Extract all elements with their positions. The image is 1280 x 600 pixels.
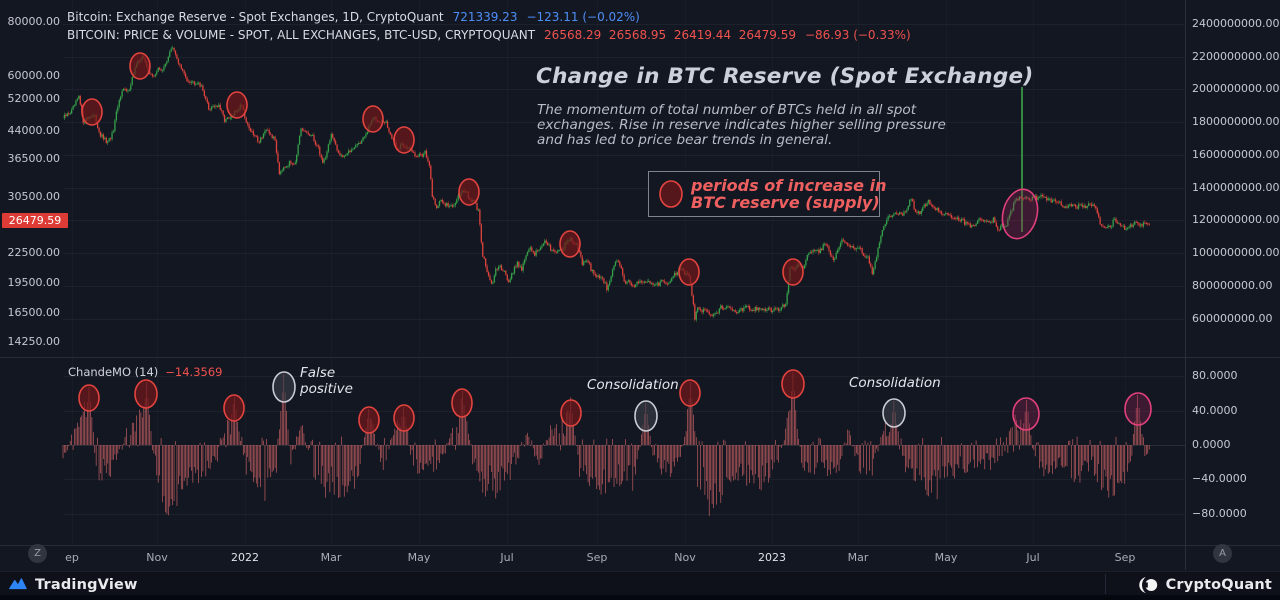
symbol-change: −86.93 (−0.33%): [804, 28, 911, 42]
price-tick-label: 16500.00: [7, 306, 61, 319]
tradingview-logo[interactable]: TradingView: [7, 575, 138, 595]
volume-tick-label: 1200000000.00: [1192, 213, 1280, 226]
chart-annotation-subtitle: The momentum of total number of BTCs hel…: [537, 102, 946, 148]
last-price-badge: 26479.59: [2, 213, 68, 228]
pane-separator[interactable]: [0, 357, 1280, 358]
time-label: Nov: [146, 551, 168, 564]
footer-bottom-strip: [0, 595, 1280, 600]
volume-tick-label: 600000000.00: [1192, 312, 1273, 325]
cryptoquant-label: CryptoQuant: [1165, 577, 1272, 593]
chart-text-note: False positive: [300, 365, 353, 397]
time-label: Jul: [500, 551, 514, 564]
symbol-change: −123.11 (−0.02%): [526, 10, 640, 24]
time-label: Sep: [1114, 551, 1136, 564]
red-ellipse-icon: [659, 180, 683, 208]
right-axis-separator: [1185, 0, 1186, 570]
indicator-label[interactable]: ChandeMO (14) −14.3569: [68, 365, 222, 379]
chart-annotation-title: Change in BTC Reserve (Spot Exchange): [536, 64, 1034, 89]
price-tick-label: 14250.00: [7, 335, 61, 348]
time-label: May: [407, 551, 431, 564]
price-tick-label: 80000.00: [7, 15, 61, 28]
oscillator-tick-label: −40.0000: [1192, 472, 1247, 485]
cryptoquant-icon: [1138, 577, 1157, 593]
volume-tick-label: 1600000000.00: [1192, 148, 1280, 161]
volume-tick-label: 1800000000.00: [1192, 115, 1280, 128]
time-label: 2023: [758, 551, 786, 564]
time-axis[interactable]: ep Nov 2022 Mar May Jul Sep Nov 2023 Mar May Jul Sep: [0, 546, 1280, 571]
symbol-value: 721339.23: [452, 10, 518, 24]
time-label: May: [934, 551, 958, 564]
tradingview-label: TradingView: [35, 577, 138, 593]
footer-divider: [1105, 574, 1106, 594]
volume-tick-label: 800000000.00: [1192, 279, 1273, 292]
volume-tick-label: 1400000000.00: [1192, 181, 1280, 194]
price-tick-label: 22500.00: [7, 246, 61, 259]
time-label: 2022: [231, 551, 259, 564]
time-label: ep: [65, 551, 79, 564]
chart-canvas[interactable]: [0, 0, 1280, 545]
oscillator-tick-label: 0.0000: [1192, 438, 1231, 451]
oscillator-tick-label: −80.0000: [1192, 507, 1247, 520]
time-label: Nov: [674, 551, 696, 564]
price-tick-label: 52000.00: [7, 92, 61, 105]
symbol-row-price-volume[interactable]: BITCOIN: PRICE & VOLUME - SPOT, ALL EXCH…: [67, 26, 911, 44]
volume-tick-label: 2400000000.00: [1192, 17, 1280, 30]
price-tick-label: 44000.00: [7, 124, 61, 137]
cryptoquant-logo[interactable]: CryptoQuant: [1137, 575, 1272, 595]
indicator-name: ChandeMO (14): [68, 365, 159, 379]
time-label: Mar: [320, 551, 342, 564]
volume-tick-label: 1000000000.00: [1192, 246, 1280, 259]
tradingview-icon: [9, 578, 27, 590]
time-axis-separator: [0, 545, 1280, 546]
chart-text-note: Consolidation: [587, 377, 679, 393]
indicator-value: −14.3569: [165, 365, 223, 379]
symbol-title: Bitcoin: Exchange Reserve - Spot Exchang…: [67, 10, 444, 24]
symbol-ohlc: 26568.29 26568.95 26419.44 26479.59: [544, 28, 796, 42]
symbol-row-reserve[interactable]: Bitcoin: Exchange Reserve - Spot Exchang…: [67, 8, 640, 26]
symbol-title: BITCOIN: PRICE & VOLUME - SPOT, ALL EXCH…: [67, 28, 536, 42]
timezone-button[interactable]: Z: [28, 544, 47, 563]
reserve-increase-legend[interactable]: periods of increase in BTC reserve (supp…: [648, 171, 886, 217]
volume-tick-label: 2000000000.00: [1192, 82, 1280, 95]
time-label: Sep: [586, 551, 608, 564]
price-tick-label: 19500.00: [7, 276, 61, 289]
auto-scale-button[interactable]: A: [1213, 544, 1232, 563]
time-label: Mar: [847, 551, 869, 564]
oscillator-tick-label: 80.0000: [1192, 369, 1238, 382]
time-label: Jul: [1026, 551, 1040, 564]
volume-tick-label: 2200000000.00: [1192, 50, 1280, 63]
price-tick-label: 36500.00: [7, 152, 61, 165]
legend-text: periods of increase in BTC reserve (supp…: [691, 176, 887, 212]
price-tick-label: 60000.00: [7, 69, 61, 82]
price-tick-label: 30500.00: [7, 190, 61, 203]
chart-text-note: Consolidation: [849, 375, 941, 391]
footer-bar: TradingView CryptoQuant: [0, 571, 1280, 600]
oscillator-tick-label: 40.0000: [1192, 404, 1238, 417]
